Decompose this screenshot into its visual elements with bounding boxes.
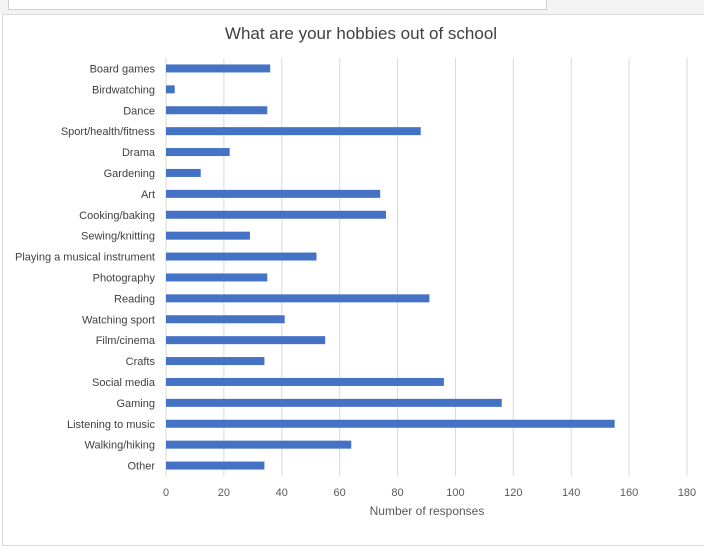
x-axis-title: Number of responses <box>370 504 485 518</box>
chart-frame[interactable] <box>2 14 704 546</box>
bar[interactable] <box>166 419 615 428</box>
x-tick-label: 160 <box>620 487 638 499</box>
category-label: Sport/health/fitness <box>61 126 156 138</box>
category-label: Playing a musical instrument <box>15 252 155 264</box>
category-label: Other <box>127 461 155 473</box>
category-label: Crafts <box>126 356 156 368</box>
bar[interactable] <box>166 294 430 303</box>
bar[interactable] <box>166 127 421 136</box>
x-tick-label: 180 <box>678 487 696 499</box>
bar[interactable] <box>166 231 250 240</box>
category-label: Birdwatching <box>92 84 155 96</box>
bar[interactable] <box>166 106 268 115</box>
category-label: Board games <box>90 63 156 75</box>
x-tick-label: 0 <box>163 487 169 499</box>
bar[interactable] <box>166 440 352 449</box>
bar[interactable] <box>166 168 201 177</box>
x-tick-label: 80 <box>391 487 403 499</box>
category-label: Art <box>141 189 155 201</box>
category-label: Film/cinema <box>96 335 156 347</box>
cell-area <box>8 0 547 10</box>
category-label: Dance <box>123 105 155 117</box>
category-label: Watching sport <box>82 314 155 326</box>
bar[interactable] <box>166 189 381 198</box>
x-tick-label: 100 <box>446 487 464 499</box>
bar[interactable] <box>166 461 265 470</box>
x-tick-label: 20 <box>218 487 230 499</box>
bar[interactable] <box>166 336 326 345</box>
bar[interactable] <box>166 357 265 366</box>
bar[interactable] <box>166 210 386 219</box>
chart-title: What are your hobbies out of school <box>225 24 497 43</box>
gridlines <box>165 58 688 476</box>
category-label: Sewing/knitting <box>81 231 155 243</box>
category-label: Cooking/baking <box>79 210 155 222</box>
x-tick-labels: 0 20 40 60 80 100 120 140 160 180 <box>163 487 696 499</box>
bar[interactable] <box>166 148 230 157</box>
category-label: Listening to music <box>67 419 156 431</box>
bar[interactable] <box>166 315 285 324</box>
x-tick-label: 120 <box>504 487 522 499</box>
bar[interactable] <box>166 64 271 73</box>
bar[interactable] <box>166 273 268 282</box>
bar[interactable] <box>166 398 502 407</box>
bar[interactable] <box>166 252 317 261</box>
category-label: Gaming <box>116 398 155 410</box>
x-tick-label: 60 <box>334 487 346 499</box>
category-label: Gardening <box>104 168 155 180</box>
category-label: Social media <box>92 377 156 389</box>
bar-chart: What are your hobbies out of school Boar… <box>15 24 696 518</box>
category-label: Drama <box>122 147 156 159</box>
x-tick-label: 40 <box>276 487 288 499</box>
bar[interactable] <box>166 85 175 94</box>
bars <box>166 64 615 470</box>
x-tick-label: 140 <box>562 487 580 499</box>
top-strip <box>0 0 704 14</box>
category-labels: Board games Birdwatching Dance Sport/health… <box>15 63 156 472</box>
category-label: Photography <box>93 272 156 284</box>
category-label: Reading <box>114 293 155 305</box>
category-label: Walking/hiking <box>84 440 155 452</box>
bar[interactable] <box>166 377 444 386</box>
